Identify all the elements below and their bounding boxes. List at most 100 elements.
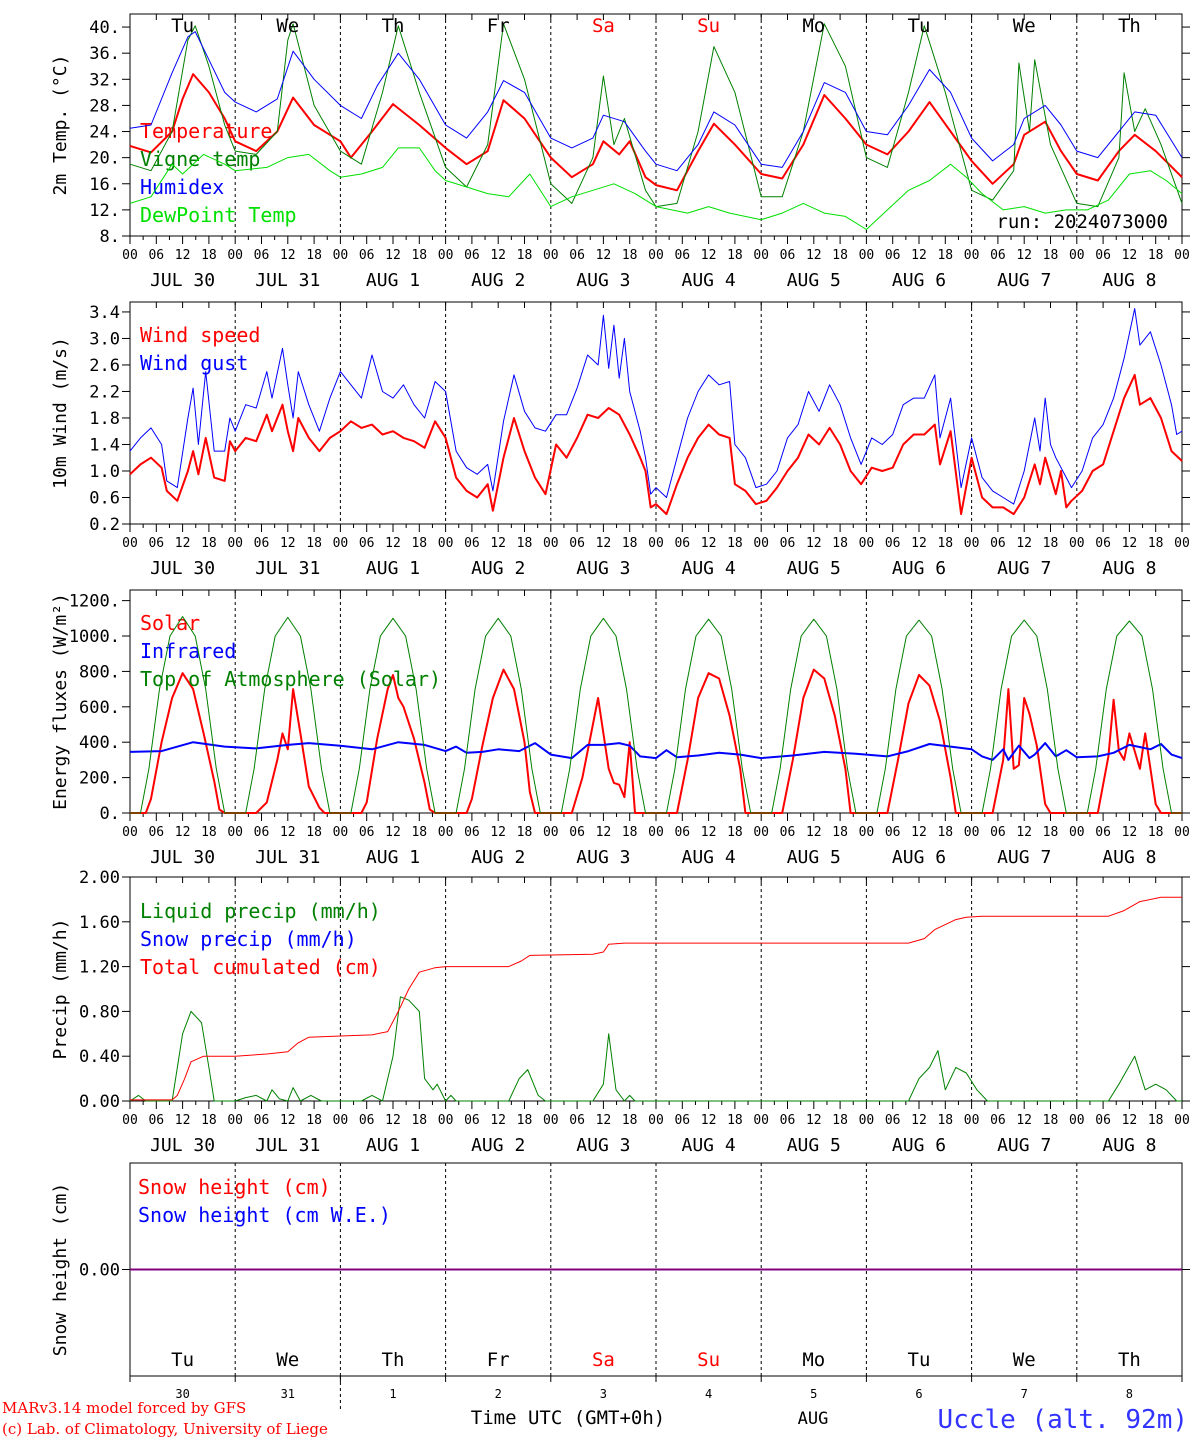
x-hour-label: 00 — [859, 825, 875, 840]
x-date-label: AUG 6 — [892, 558, 946, 579]
x-hour-label: 12 — [911, 825, 927, 840]
time-axis-label: Time UTC (GMT+0h) — [471, 1407, 665, 1429]
x-hour-label: 12 — [175, 536, 191, 551]
x-hour-label: 12 — [490, 248, 506, 263]
day-number: 6 — [915, 1387, 922, 1401]
x-hour-label: 18 — [622, 1113, 638, 1128]
x-hour-label: 00 — [1069, 1113, 1085, 1128]
x-hour-label: 12 — [911, 1113, 927, 1128]
x-hour-label: 12 — [175, 1113, 191, 1128]
x-hour-label: 12 — [280, 1113, 296, 1128]
day-name-top: Th — [382, 15, 405, 37]
month-label: AUG — [798, 1409, 829, 1429]
x-hour-label: 12 — [385, 1113, 401, 1128]
x-date-label: AUG 3 — [576, 1135, 630, 1156]
day-name-top: We — [276, 15, 299, 37]
x-hour-label: 18 — [622, 248, 638, 263]
x-hour-label: 12 — [596, 248, 612, 263]
x-hour-label: 12 — [1016, 536, 1032, 551]
x-hour-label: 06 — [464, 825, 480, 840]
model-credit-line1: MARv3.14 model forced by GFS — [2, 1399, 246, 1417]
panel-2: 0.2 0.6 1.0 1.4 1.8 2.2 2.6 3.0 3.4 10m Wind (m/s… — [50, 301, 1190, 579]
y-tick-label: 40. — [89, 18, 120, 38]
x-hour-label: 18 — [306, 1113, 322, 1128]
x-date-label: JUL 30 — [150, 847, 215, 868]
x-date-label: AUG 2 — [471, 847, 525, 868]
x-hour-label: 00 — [227, 536, 243, 551]
x-hour-label: 12 — [385, 825, 401, 840]
x-date-label: AUG 4 — [682, 270, 736, 291]
x-hour-label: 00 — [227, 825, 243, 840]
x-hour-label: 18 — [1148, 536, 1164, 551]
x-date-label: AUG 7 — [997, 847, 1051, 868]
day-name-bottom: Th — [1118, 1349, 1141, 1371]
x-hour-label: 12 — [175, 248, 191, 263]
x-date-label: AUG 5 — [787, 1135, 841, 1156]
x-hour-label: 12 — [280, 536, 296, 551]
x-hour-label: 00 — [122, 825, 138, 840]
legend-wind-gust: Wind gust — [140, 351, 248, 375]
y-tick-label: 1.8 — [89, 409, 120, 429]
legend-dewpoint-temp: DewPoint Temp — [140, 203, 297, 227]
x-hour-label: 00 — [438, 1113, 454, 1128]
x-hour-label: 18 — [517, 536, 533, 551]
x-date-label: AUG 7 — [997, 558, 1051, 579]
y-tick-label: 1200. — [69, 592, 120, 612]
x-hour-label: 12 — [806, 1113, 822, 1128]
x-hour-label: 18 — [832, 1113, 848, 1128]
x-hour-label: 18 — [517, 1113, 533, 1128]
legend-top-of-atmosphere-solar: Top of Atmosphere (Solar) — [140, 667, 441, 691]
day-number: 1 — [389, 1387, 396, 1401]
day-name-bottom: We — [276, 1349, 299, 1371]
x-date-label: AUG 8 — [1102, 847, 1156, 868]
day-number: 4 — [705, 1387, 712, 1401]
x-hour-label: 12 — [1016, 1113, 1032, 1128]
x-hour-label: 00 — [859, 248, 875, 263]
x-hour-label: 12 — [701, 248, 717, 263]
legend-snow-height-cm-w-e: Snow height (cm W.E.) — [138, 1203, 391, 1227]
x-date-label: AUG 8 — [1102, 558, 1156, 579]
legend-infrared: Infrared — [140, 639, 236, 663]
day-name-top: Su — [697, 15, 720, 37]
x-hour-label: 00 — [543, 825, 559, 840]
x-hour-label: 06 — [148, 1113, 164, 1128]
x-date-label: JUL 30 — [150, 558, 215, 579]
x-hour-label: 06 — [254, 536, 270, 551]
y-axis-label: Snow height (cm) — [50, 1183, 71, 1356]
y-tick-label: 200. — [79, 769, 120, 789]
x-date-label: AUG 1 — [366, 847, 420, 868]
series-line-vigne-temp — [129, 23, 1183, 208]
x-hour-label: 18 — [937, 1113, 953, 1128]
x-hour-label: 06 — [885, 536, 901, 551]
y-tick-label: 32. — [89, 70, 120, 90]
x-hour-label: 06 — [569, 248, 585, 263]
day-number: 2 — [495, 1387, 502, 1401]
x-date-label: AUG 1 — [366, 270, 420, 291]
x-date-label: AUG 4 — [682, 1135, 736, 1156]
x-hour-label: 06 — [359, 248, 375, 263]
x-date-label: AUG 5 — [787, 847, 841, 868]
x-date-label: AUG 2 — [471, 558, 525, 579]
x-hour-label: 12 — [490, 536, 506, 551]
y-tick-label: 400. — [79, 733, 120, 753]
x-date-label: AUG 5 — [787, 558, 841, 579]
x-date-label: JUL 30 — [150, 1135, 215, 1156]
x-hour-label: 18 — [1148, 825, 1164, 840]
x-hour-label: 12 — [1016, 248, 1032, 263]
x-hour-label: 00 — [648, 248, 664, 263]
x-hour-label: 00 — [333, 248, 349, 263]
x-hour-label: 00 — [648, 1113, 664, 1128]
x-hour-label: 12 — [490, 825, 506, 840]
x-hour-label: 06 — [254, 1113, 270, 1128]
x-hour-label: 06 — [674, 825, 690, 840]
x-hour-label: 12 — [1016, 825, 1032, 840]
x-hour-label: 18 — [201, 825, 217, 840]
x-hour-label: 00 — [1069, 825, 1085, 840]
x-hour-label: 18 — [517, 248, 533, 263]
x-date-label: AUG 6 — [892, 270, 946, 291]
x-hour-label: 00 — [753, 248, 769, 263]
panel-3: 0. 200. 400. 600. 800. 1000. 1200.Energy fluxe… — [50, 589, 1190, 868]
x-date-label: AUG 6 — [892, 1135, 946, 1156]
